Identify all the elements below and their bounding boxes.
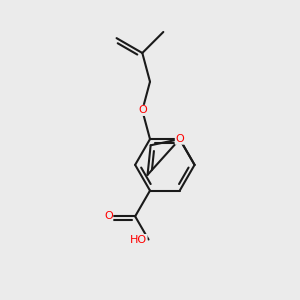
Text: HO: HO [130,235,147,244]
Text: O: O [175,134,184,144]
Text: O: O [104,211,113,221]
Text: O: O [138,105,147,116]
